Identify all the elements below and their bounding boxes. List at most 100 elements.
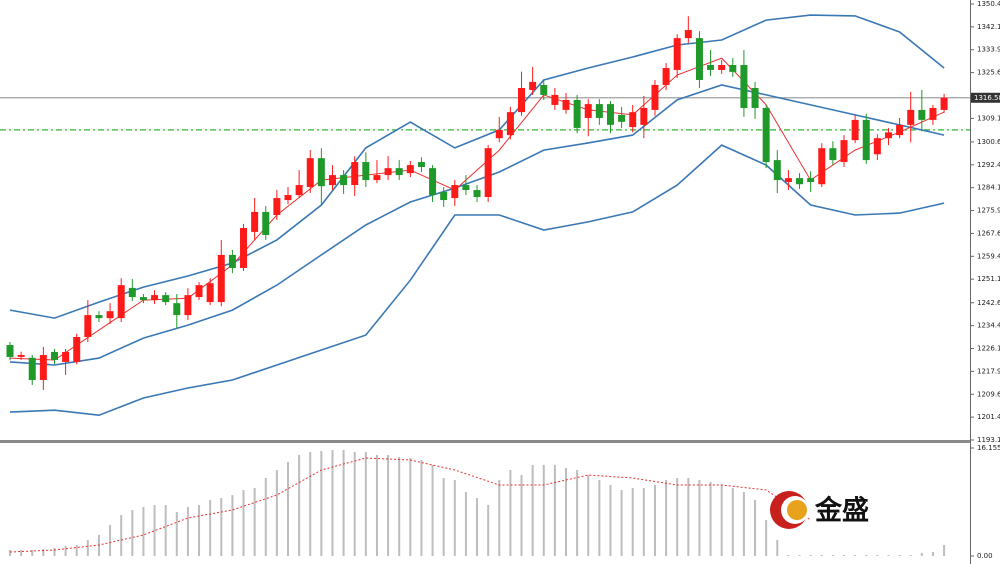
- histogram-bar: [53, 547, 56, 556]
- histogram-bar: [920, 552, 923, 556]
- histogram-bar: [253, 488, 256, 556]
- y-tick-label: 1242.65: [977, 299, 1000, 307]
- histogram-bar: [298, 454, 301, 556]
- y-tick-label: 1292.40: [977, 161, 1000, 169]
- histogram-bar: [754, 499, 757, 556]
- histogram-bar: [464, 492, 467, 556]
- y-tick-label: 1325.65: [977, 69, 1000, 77]
- histogram-bar: [186, 506, 189, 556]
- candle-body: [862, 119, 870, 161]
- y-tick-label: 1217.90: [977, 367, 1000, 375]
- candle-body: [573, 99, 581, 128]
- histogram-bar: [798, 554, 801, 556]
- histogram-bar: [553, 465, 556, 556]
- histogram-bar: [453, 479, 456, 556]
- y-tick-label: 1350.40: [977, 0, 1000, 8]
- histogram-bar: [909, 554, 912, 556]
- histogram-bar: [142, 506, 145, 556]
- histogram-bar: [109, 524, 112, 556]
- candle-body: [128, 287, 136, 298]
- y-tick-label: 1333.90: [977, 46, 1000, 54]
- candle-body: [251, 211, 259, 232]
- candle-body: [139, 297, 147, 301]
- candle-body: [740, 64, 748, 108]
- y-tick-label: 1193.15: [977, 436, 1000, 444]
- candle-body: [440, 191, 448, 201]
- histogram-bar: [42, 548, 45, 556]
- candle-body: [117, 285, 125, 319]
- candle-body: [773, 160, 781, 181]
- candle-body: [151, 295, 159, 301]
- y-tick-label: 1267.65: [977, 229, 1000, 237]
- candle-body: [473, 190, 481, 197]
- candle-body: [228, 254, 236, 268]
- histogram-bar: [631, 488, 634, 556]
- candle-body: [562, 99, 570, 110]
- histogram-bar: [487, 504, 490, 556]
- y-tick-label: 1251.15: [977, 275, 1000, 283]
- candle-body: [907, 109, 915, 125]
- candle-body: [807, 178, 815, 183]
- histogram-bar: [209, 499, 212, 556]
- candle-body: [851, 119, 859, 141]
- histogram-bar: [943, 544, 946, 556]
- candle-body: [518, 88, 526, 113]
- candle-body: [328, 175, 336, 186]
- histogram-bar: [742, 492, 745, 556]
- histogram-bar: [887, 554, 890, 556]
- histogram-bar: [653, 485, 656, 556]
- histogram-bar: [709, 481, 712, 556]
- histogram-bar: [809, 554, 812, 556]
- histogram-bar: [676, 477, 679, 556]
- last-price-label: 1316.58: [974, 94, 1000, 102]
- histogram-bar: [843, 554, 845, 556]
- histogram-bar: [275, 470, 278, 556]
- candle-body: [684, 30, 692, 39]
- histogram-bar: [598, 479, 601, 556]
- histogram-bar: [787, 554, 790, 556]
- candle-body: [262, 211, 270, 235]
- candle-body: [373, 175, 381, 181]
- candle-body: [62, 351, 70, 362]
- histogram-bar: [687, 477, 690, 556]
- y-tick-label: 1300.65: [977, 138, 1000, 146]
- histogram-bar: [565, 468, 567, 556]
- candle-body: [618, 114, 626, 122]
- candle-body: [95, 315, 103, 319]
- histogram-bar: [865, 554, 868, 556]
- candle-body: [940, 97, 948, 110]
- candle-body: [829, 148, 837, 161]
- candle-body: [84, 315, 92, 337]
- candle-body: [273, 198, 281, 215]
- candle-body: [784, 178, 792, 183]
- histogram-bar: [420, 460, 423, 556]
- histogram-bar: [231, 495, 234, 556]
- candle-body: [351, 162, 359, 186]
- histogram-bar: [498, 479, 501, 556]
- candle-body: [240, 228, 248, 268]
- histogram-bar: [242, 490, 245, 556]
- histogram-bar: [520, 474, 523, 556]
- histogram-bar: [720, 485, 723, 556]
- y-tick-label: 1309.15: [977, 114, 1000, 122]
- histogram-bar: [831, 554, 834, 556]
- candle-body: [495, 129, 503, 139]
- candle-body: [640, 107, 648, 125]
- candle-body: [284, 195, 292, 201]
- histogram-bar: [620, 490, 623, 556]
- histogram-bar: [287, 462, 289, 556]
- candle-body: [306, 158, 314, 187]
- indicator-line: [9, 14, 945, 319]
- histogram-bar: [364, 451, 367, 556]
- histogram-bar: [431, 465, 434, 556]
- histogram-bar: [387, 454, 390, 556]
- candle-body: [195, 285, 203, 298]
- histogram-bar: [20, 549, 23, 556]
- histogram-bar: [820, 554, 823, 556]
- candle-body: [184, 295, 192, 316]
- candle-body: [217, 254, 225, 303]
- histogram-bar: [642, 488, 645, 556]
- histogram-bar: [576, 470, 579, 556]
